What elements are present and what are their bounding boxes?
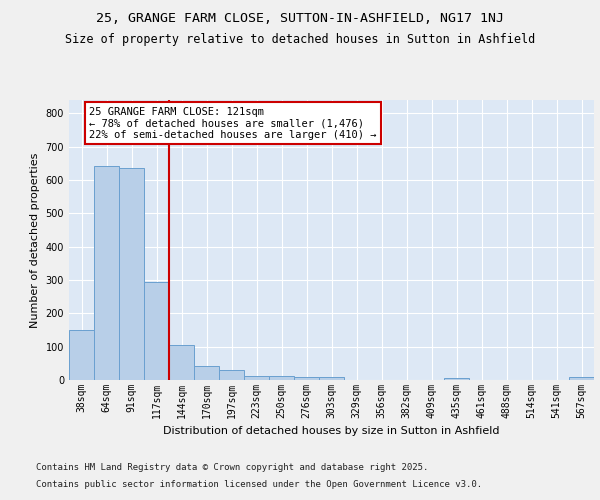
Bar (219, 370, 244, 380)
Text: Contains public sector information licensed under the Open Government Licence v3: Contains public sector information licen… (36, 480, 482, 489)
Bar (144, 282, 169, 380)
Bar (169, 345, 194, 380)
Bar (294, 376, 319, 380)
Bar (319, 376, 344, 380)
Text: 25 GRANGE FARM CLOSE: 121sqm
← 78% of detached houses are smaller (1,476)
22% of: 25 GRANGE FARM CLOSE: 121sqm ← 78% of de… (89, 106, 377, 140)
Bar (269, 376, 294, 380)
Bar (69, 330, 94, 380)
Bar (119, 168, 144, 380)
Text: Size of property relative to detached houses in Sutton in Ashfield: Size of property relative to detached ho… (65, 32, 535, 46)
X-axis label: Distribution of detached houses by size in Sutton in Ashfield: Distribution of detached houses by size … (163, 426, 500, 436)
Bar (94, 166, 119, 380)
Text: 25, GRANGE FARM CLOSE, SUTTON-IN-ASHFIELD, NG17 1NJ: 25, GRANGE FARM CLOSE, SUTTON-IN-ASHFIEL… (96, 12, 504, 26)
Bar (194, 366, 219, 380)
Bar (244, 376, 269, 380)
Y-axis label: Number of detached properties: Number of detached properties (30, 152, 40, 328)
Bar (569, 378, 594, 380)
Bar (444, 378, 469, 380)
Text: Contains HM Land Registry data © Crown copyright and database right 2025.: Contains HM Land Registry data © Crown c… (36, 464, 428, 472)
